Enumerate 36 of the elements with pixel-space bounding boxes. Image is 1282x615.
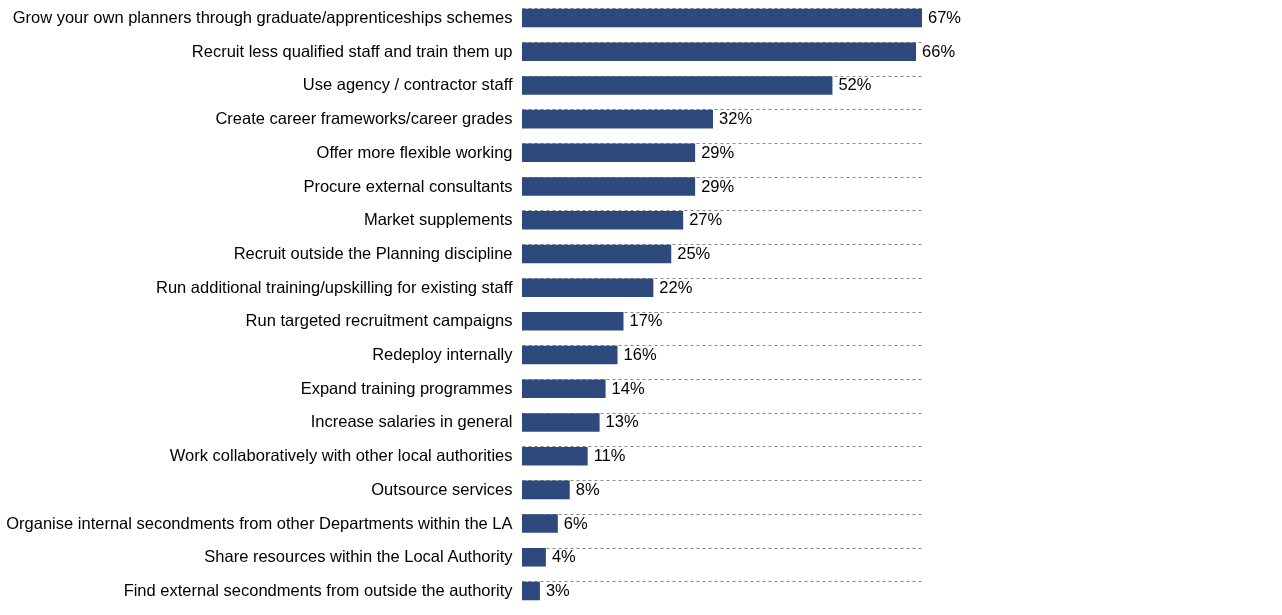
data-label: 27% <box>689 210 723 229</box>
data-label: 11% <box>593 446 626 465</box>
y-tick-label: Increase salaries in general <box>310 412 513 431</box>
data-label: 16% <box>623 345 657 364</box>
y-tick-label: Outsource services <box>371 479 513 498</box>
y-tick-label: Offer more flexible working <box>316 142 513 161</box>
data-label: 17% <box>629 311 663 330</box>
data-label: 52% <box>838 75 872 94</box>
y-tick-label: Organise internal secondments from other Departments within the LA <box>6 513 513 532</box>
data-label: 66% <box>922 41 956 60</box>
data-label: 3% <box>545 580 571 599</box>
data-label: 67% <box>928 8 962 27</box>
data-label: 25% <box>677 243 711 262</box>
y-tick-label: Work collaboratively with other local authorities <box>169 446 513 465</box>
data-label: 22% <box>659 277 693 296</box>
y-tick-label: Run targeted recruitment campaigns <box>245 311 513 330</box>
y-tick-label: Procure external consultants <box>303 176 513 195</box>
y-tick-label: Market supplements <box>363 210 513 229</box>
y-tick-label: Grow your own planners through graduate/apprenticeships schemes <box>12 8 513 27</box>
data-label: 32% <box>719 109 753 128</box>
y-tick-label: Run additional training/upskilling for existing staff <box>156 277 513 296</box>
y-tick-label: Create career frameworks/career grades <box>215 109 513 128</box>
y-tick-label: Find external secondments from outside the authority <box>123 580 514 599</box>
data-label: 13% <box>605 412 639 431</box>
y-tick-label: Redeploy internally <box>372 345 514 364</box>
y-tick-label: Recruit outside the Planning discipline <box>233 243 513 262</box>
y-tick-label: Expand training programmes <box>300 378 513 397</box>
y-tick-label: Share resources within the Local Authority <box>204 547 514 566</box>
data-label: 29% <box>701 142 735 161</box>
y-tick-label: Recruit less qualified staff and train them up <box>191 41 513 60</box>
data-label: 14% <box>611 378 645 397</box>
data-label: 8% <box>575 479 600 498</box>
data-label: 4% <box>551 547 577 566</box>
y-tick-label: Use agency / contractor staff <box>302 75 513 94</box>
data-label: 6% <box>563 513 588 532</box>
data-label: 29% <box>701 176 735 195</box>
